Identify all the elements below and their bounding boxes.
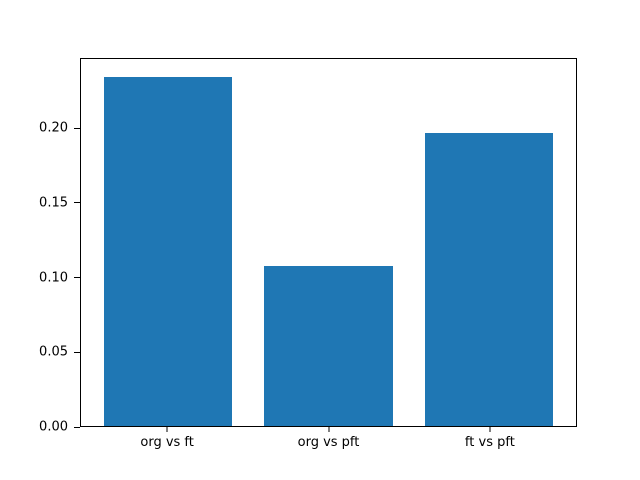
x-tick-mark (166, 427, 168, 432)
plot-area (80, 58, 577, 427)
y-tick-mark (74, 426, 80, 428)
bar-org-vs-ft (103, 76, 233, 426)
y-tick-mark (74, 127, 80, 129)
y-tick-mark (74, 351, 80, 353)
y-tick-label: 0.10 (39, 270, 68, 286)
x-category-label: org vs pft (297, 435, 360, 450)
bar-ft-vs-pft (424, 133, 554, 426)
x-axis: org vs ft org vs pft ft vs pft (80, 427, 577, 461)
y-tick-label: 0.20 (39, 120, 68, 136)
y-tick-label: 0.00 (39, 419, 68, 435)
x-category-label: ft vs pft (464, 435, 515, 450)
y-axis: 0.00 0.05 0.10 0.15 0.20 (0, 58, 80, 434)
y-tick-label: 0.15 (39, 195, 68, 211)
x-tick-mark (489, 427, 491, 432)
x-tick-mark (328, 427, 329, 432)
x-category-label: org vs ft (140, 435, 194, 450)
bar-org-vs-pft (264, 265, 393, 426)
y-tick-label: 0.05 (39, 344, 68, 360)
y-tick-mark (74, 277, 80, 279)
y-tick-mark (74, 202, 80, 204)
